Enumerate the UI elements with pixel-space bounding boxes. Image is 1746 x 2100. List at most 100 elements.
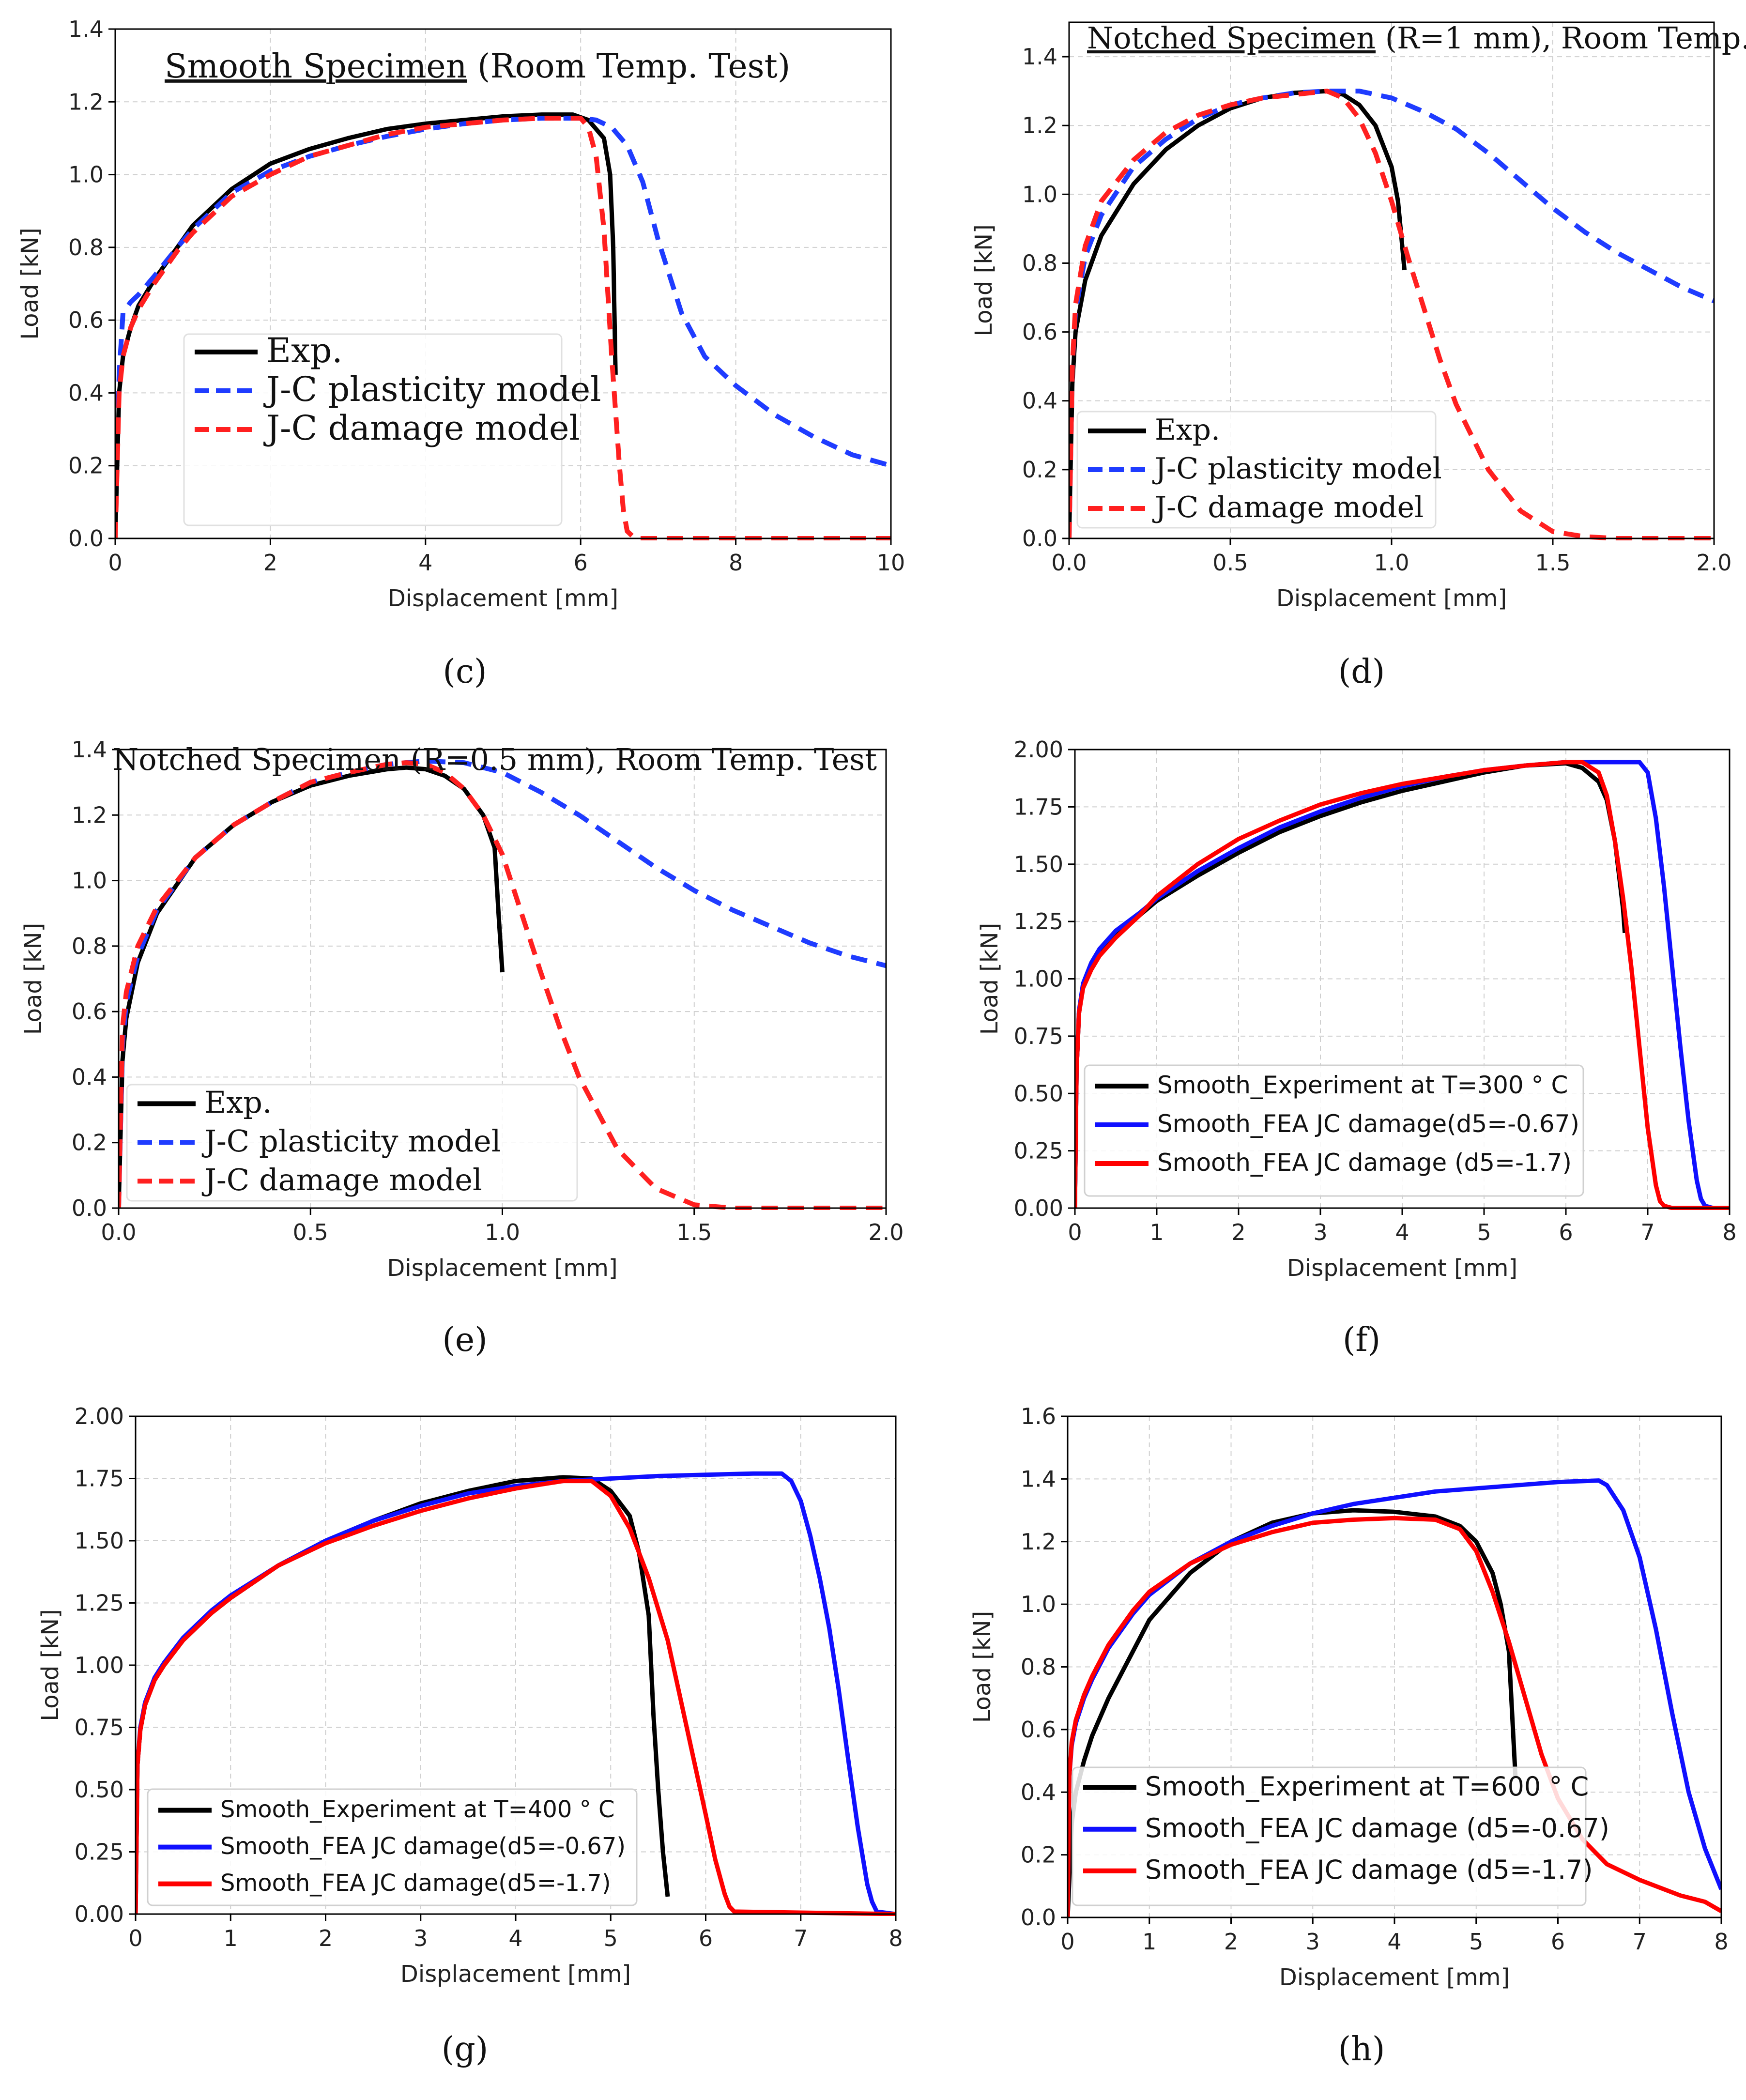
x-tick-label: 6 <box>1551 1929 1565 1955</box>
series-line-3 <box>1075 760 1730 1210</box>
y-tick-label: 1.0 <box>68 162 104 188</box>
legend-entry-2: Smooth_FEA JC damage(d5=-0.67) <box>1157 1110 1579 1138</box>
y-tick-label: 1.2 <box>1021 1529 1056 1555</box>
y-tick-label: 0.2 <box>1022 457 1057 483</box>
y-axis-label: Load [kN] <box>37 1609 64 1721</box>
y-tick-label: 0.25 <box>75 1839 124 1865</box>
chart-title: Notched Specimen (R=1 mm), Room Temp. Te… <box>1087 20 1746 56</box>
series-lines <box>1069 89 1714 540</box>
y-tick-label: 0.6 <box>68 307 104 333</box>
x-tick-label: 0.5 <box>293 1219 328 1245</box>
x-tick-label: 6 <box>699 1925 713 1951</box>
series-line-1 <box>115 112 618 539</box>
x-axis-label: Displacement [mm] <box>1276 585 1507 612</box>
y-tick-label: 1.0 <box>1022 181 1057 207</box>
series-lines <box>1068 1478 1721 1918</box>
x-tick-label: 0 <box>128 1925 142 1951</box>
ticks: 0.0 0.5 1.0 1.5 2.0 0.0 0.2 0.4 0.6 0.8 1.0 1.2 1.4 <box>72 736 904 1245</box>
y-tick-label: 0.4 <box>68 380 104 406</box>
legend-entry-1: Smooth_Experiment at T=300 ° C <box>1157 1071 1568 1099</box>
y-tick-label: 1.6 <box>1021 1403 1056 1429</box>
y-tick-label: 1.25 <box>75 1590 124 1616</box>
chart-title: Smooth Specimen (Room Temp. Test) <box>165 47 790 86</box>
x-tick-label: 1.0 <box>1374 550 1409 576</box>
legend-entry-2: J-C plasticity model <box>201 1123 501 1159</box>
ticks: 0.0 0.5 1.0 1.5 2.0 0.0 0.2 0.4 0.6 0.8 1.0 1.2 1.4 <box>1022 44 1732 576</box>
y-tick-label: 1.4 <box>1022 44 1057 70</box>
legend-entry-3: Smooth_FEA JC damage (d5=-1.7) <box>1145 1855 1593 1885</box>
x-tick-label: 0.5 <box>1212 550 1248 576</box>
legend-entry-3: Smooth_FEA JC damage(d5=-1.7) <box>220 1870 611 1897</box>
legend-box <box>1084 1064 1584 1197</box>
y-tick-label: 0.0 <box>1021 1904 1056 1931</box>
panel-d: 0.0 0.5 1.0 1.5 2.0 0.0 0.2 0.4 0.6 0.8 1.0 1.2 1.4 D… <box>970 20 1746 691</box>
y-tick-label: 0.75 <box>1014 1023 1063 1049</box>
y-axis-label: Load [kN] <box>969 1611 996 1723</box>
legend-box <box>126 1084 578 1202</box>
chart-title: Notched Specimen (R=0.5 mm), Room Temp. … <box>112 742 877 777</box>
legend-box <box>1076 411 1437 529</box>
y-tick-label: 1.50 <box>1014 851 1063 877</box>
plot-frame <box>114 28 892 539</box>
x-tick-label: 8 <box>1714 1929 1728 1955</box>
x-tick-label: 3 <box>1313 1219 1327 1245</box>
x-tick-label: 1.0 <box>485 1219 520 1245</box>
x-tick-label: 4 <box>418 550 432 576</box>
legend-entry-3: J-C damage model <box>201 1162 482 1197</box>
y-tick-label: 0.8 <box>1021 1654 1056 1680</box>
y-tick-label: 0.8 <box>1022 250 1057 276</box>
y-tick-label: 1.2 <box>72 802 107 828</box>
panel-caption: (h) <box>1338 2030 1385 2069</box>
x-tick-label: 1.5 <box>1535 550 1570 576</box>
x-tick-label: 2 <box>1224 1929 1238 1955</box>
y-tick-label: 1.0 <box>1021 1591 1056 1617</box>
panel-caption: (g) <box>442 2030 489 2069</box>
legend-entry-3: J-C damage model <box>263 408 580 448</box>
y-tick-label: 0.6 <box>1022 319 1057 345</box>
x-tick-label: 6 <box>1559 1219 1573 1245</box>
legend: Smooth_Experiment at T=600 ° C Smooth_FEA… <box>1072 1766 1609 1906</box>
series-lines <box>136 1471 896 1916</box>
y-tick-label: 1.25 <box>1014 908 1063 935</box>
y-tick-label: 0.6 <box>1021 1717 1056 1743</box>
x-tick-label: 8 <box>1722 1219 1736 1245</box>
y-tick-label: 0.4 <box>1021 1779 1056 1805</box>
x-tick-label: 10 <box>877 550 905 576</box>
x-tick-label: 2 <box>1231 1219 1245 1245</box>
panel-h: 0 1 2 3 4 5 6 7 8 0.0 0.2 0.4 0.6 0.8 1.0 1.2 1.4 1.6 Disp… <box>969 1403 1729 2069</box>
x-tick-label: 2.0 <box>868 1219 904 1245</box>
x-tick-label: 8 <box>888 1925 903 1951</box>
x-tick-label: 0 <box>108 550 122 576</box>
legend: Smooth_Experiment at T=300 ° C Smooth_FEA… <box>1084 1064 1584 1197</box>
y-tick-label: 1.4 <box>68 16 104 42</box>
y-axis-label: Load [kN] <box>16 228 44 340</box>
y-tick-label: 0.0 <box>68 525 104 552</box>
x-tick-label: 7 <box>1640 1219 1654 1245</box>
y-axis-label: Load [kN] <box>20 923 47 1035</box>
y-tick-label: 1.75 <box>1014 794 1063 820</box>
chart-title-underlined: Smooth Specimen <box>165 47 467 86</box>
legend-entry-3: J-C damage model <box>1152 491 1424 524</box>
y-tick-label: 2.00 <box>75 1403 124 1429</box>
x-tick-label: 0 <box>1068 1219 1082 1245</box>
legend-entry-1: Exp. <box>266 331 343 370</box>
panel-caption: (e) <box>442 1321 487 1359</box>
chart-title-underlined: Notched Specimen <box>1087 20 1376 56</box>
panel-caption: (c) <box>443 653 487 691</box>
y-tick-label: 0.8 <box>68 234 104 261</box>
panel-f: 0 1 2 3 4 5 6 7 8 0.00 0.25 0.50 0.75 1.00 1.25 1.50 1.7… <box>976 736 1737 1359</box>
legend: Exp. J-C plasticity model J-C damage model <box>1076 411 1442 529</box>
ticks: 0 1 2 3 4 5 6 7 8 0.00 0.25 0.50 0.75 1.00 1.25 1.50 1.7… <box>75 1403 903 1951</box>
chart-title-rest: (R=1 mm), Room Temp. Test <box>1376 20 1746 56</box>
x-tick-label: 4 <box>508 1925 522 1951</box>
x-tick-label: 6 <box>574 550 588 576</box>
series-line-3 <box>119 760 886 1210</box>
axes-frame <box>114 28 892 539</box>
ticks: 0 2 4 6 8 10 0.0 0.2 0.4 0.6 0.8 1.0 1.2 1.4 <box>68 16 905 576</box>
x-tick-label: 7 <box>1633 1929 1647 1955</box>
legend-box <box>1072 1766 1587 1906</box>
y-tick-label: 1.2 <box>68 89 104 115</box>
x-tick-label: 1 <box>1142 1929 1156 1955</box>
x-tick-label: 0.0 <box>1051 550 1087 576</box>
